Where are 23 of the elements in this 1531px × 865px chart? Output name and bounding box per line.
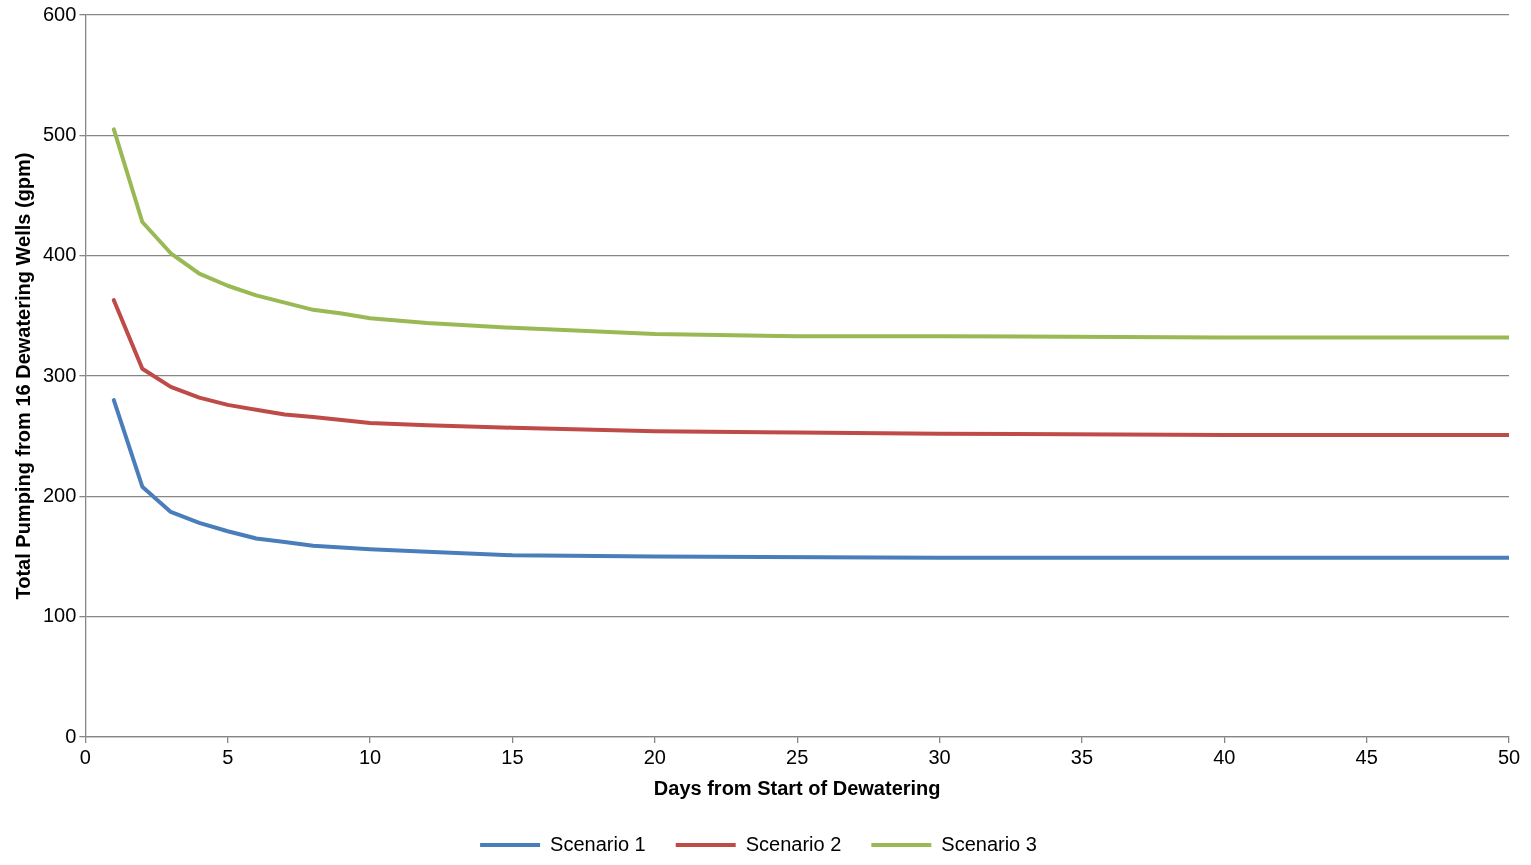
y-tick-label: 600	[42, 2, 77, 25]
x-tick-label: 15	[501, 745, 524, 768]
x-tick-label: 35	[1070, 745, 1094, 768]
y-tick-label: 300	[42, 363, 77, 386]
y-tick-label: 200	[42, 483, 77, 506]
x-tick-label: 5	[222, 745, 234, 768]
legend-label: Scenario 3	[941, 832, 1037, 855]
legend-label: Scenario 2	[745, 832, 842, 855]
x-tick-label: 50	[1497, 745, 1521, 768]
legend-label: Scenario 1	[550, 832, 646, 855]
x-axis-title: Days from Start of Dewatering	[653, 776, 941, 799]
x-tick-label: 25	[786, 745, 809, 768]
y-tick-label: 400	[42, 243, 77, 266]
x-tick-label: 0	[79, 745, 91, 768]
x-tick-label: 20	[643, 745, 666, 768]
y-axis-title: Total Pumping from 16 Dewatering Wells (gpm)	[11, 152, 34, 600]
y-tick-label: 500	[42, 122, 77, 145]
x-tick-label: 45	[1355, 745, 1378, 768]
x-tick-label: 40	[1213, 745, 1236, 768]
x-tick-label: 30	[928, 745, 951, 768]
y-tick-label: 0	[65, 724, 77, 747]
x-tick-label: 10	[358, 745, 382, 768]
y-tick-label: 100	[42, 604, 77, 627]
